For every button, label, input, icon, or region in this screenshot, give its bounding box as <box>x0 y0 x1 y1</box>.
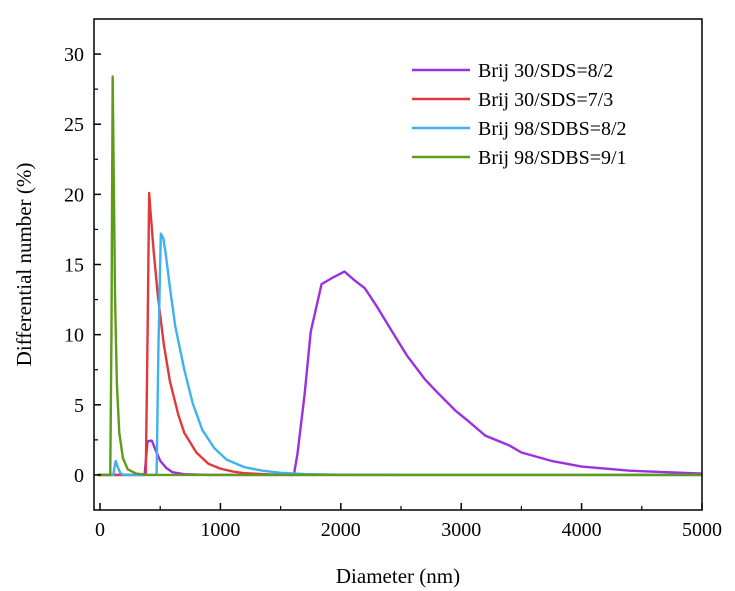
y-tick-label: 0 <box>74 465 84 487</box>
y-tick-label: 10 <box>64 325 84 347</box>
series-line-3 <box>97 232 702 477</box>
plot-background <box>94 19 702 510</box>
y-tick-label: 25 <box>64 114 84 136</box>
y-axis-title: Differential number (%) <box>12 163 36 367</box>
series-line-1 <box>97 270 702 477</box>
y-tick-label: 30 <box>64 44 84 66</box>
series-line-4 <box>97 75 702 477</box>
plot-area <box>94 19 702 510</box>
x-tick-label: 5000 <box>682 519 722 541</box>
legend: Brij 30/SDS=8/2 Brij 30/SDS=7/3 Brij 98/SD… <box>412 60 627 169</box>
x-tick-label: 2000 <box>321 519 361 541</box>
series-layer <box>97 75 702 477</box>
axis-ticks: 0 1000 2000 3000 4000 5000 0 5 10 15 20 25 30 <box>64 44 722 541</box>
x-tick-label: 3000 <box>441 519 481 541</box>
x-tick-label: 0 <box>95 519 105 541</box>
x-tick-label: 1000 <box>200 519 240 541</box>
y-tick-label: 5 <box>74 395 84 417</box>
y-tick-label: 15 <box>64 255 84 277</box>
legend-label-3: Brij 98/SDBS=8/2 <box>478 118 627 140</box>
x-axis-title: Diameter (nm) <box>336 564 460 588</box>
legend-label-2: Brij 30/SDS=7/3 <box>478 89 613 111</box>
x-tick-label: 4000 <box>562 519 602 541</box>
legend-label-1: Brij 30/SDS=8/2 <box>478 60 613 82</box>
series-line-2 <box>97 191 702 477</box>
legend-label-4: Brij 98/SDBS=9/1 <box>478 147 627 169</box>
y-tick-label: 20 <box>64 184 84 206</box>
